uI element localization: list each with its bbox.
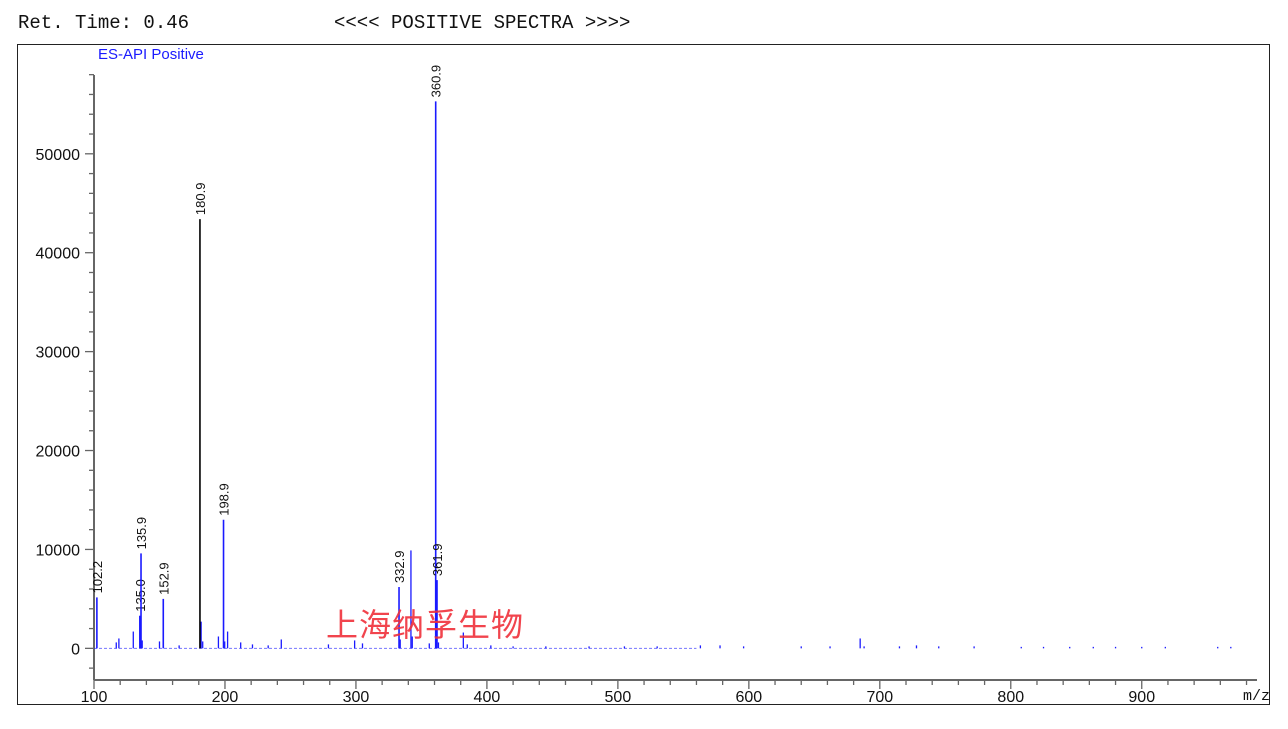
y-tick-label: 20000 [36, 444, 81, 461]
watermark: 上海纳孚生物 [326, 606, 525, 644]
spectrum-mode: <<<< POSITIVE SPECTRA >>>> [334, 12, 631, 34]
plot-frame [17, 44, 1270, 705]
y-tick-label: 10000 [36, 542, 81, 559]
peak-label: 332.9 [392, 550, 407, 583]
x-tick-label: 200 [212, 689, 239, 706]
peak-label: 360.9 [429, 65, 444, 98]
x-tick-label: 400 [474, 689, 501, 706]
retention-time: Ret. Time: 0.46 [18, 12, 190, 34]
peak-label: 198.9 [217, 483, 232, 516]
peak-label: 135.9 [134, 517, 149, 550]
y-tick-label: 50000 [36, 147, 81, 164]
x-tick-label: 900 [1128, 689, 1155, 706]
x-tick-label: 700 [866, 689, 893, 706]
x-tick-label: 500 [605, 689, 632, 706]
peak-label: 152.9 [156, 562, 171, 595]
x-tick-label: 600 [735, 689, 762, 706]
peak-label: 180.9 [193, 183, 208, 216]
y-tick-label: 40000 [36, 246, 81, 263]
chart-title: ES-API Positive [98, 46, 204, 63]
peak-label: 102.2 [90, 561, 105, 594]
x-tick-label: 300 [343, 689, 370, 706]
x-tick-label: 800 [997, 689, 1024, 706]
x-axis-label: m/z [1243, 688, 1270, 705]
y-tick-label: 30000 [36, 345, 81, 362]
y-tick-label: 0 [71, 641, 80, 658]
peak-label: 361.9 [430, 544, 445, 577]
x-tick-label: 100 [81, 689, 108, 706]
